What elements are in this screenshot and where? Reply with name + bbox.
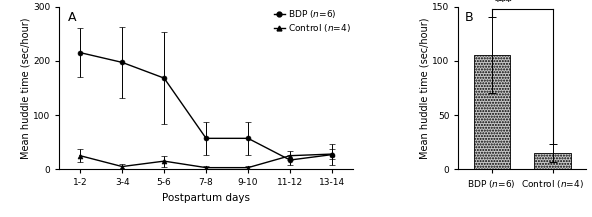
Bar (474, 55, 510, 169)
Text: B: B (465, 11, 474, 24)
X-axis label: Postpartum days: Postpartum days (162, 193, 250, 203)
Bar (535, 153, 571, 169)
Y-axis label: Mean huddle time (sec/hour): Mean huddle time (sec/hour) (20, 17, 30, 159)
Legend: BDP ($n$=6), Control ($n$=4): BDP ($n$=6), Control ($n$=4) (274, 8, 351, 34)
Y-axis label: Mean huddle time (sec/hour): Mean huddle time (sec/hour) (419, 17, 429, 159)
Text: ***: *** (495, 0, 513, 7)
Text: A: A (68, 11, 76, 24)
